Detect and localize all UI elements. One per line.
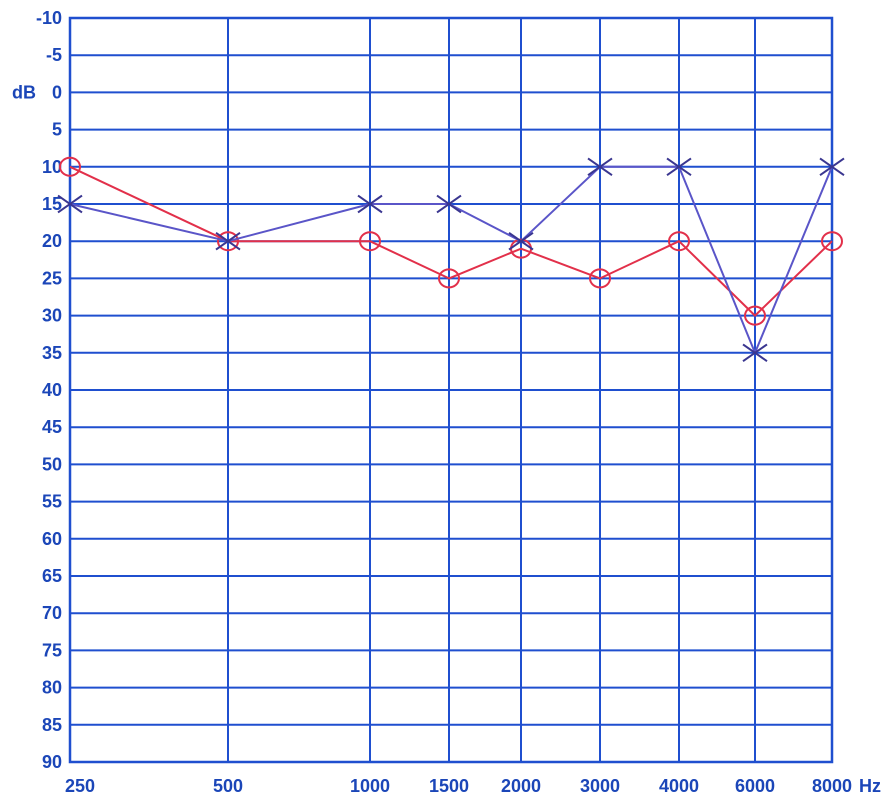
data-point-cross: [742, 343, 768, 363]
data-point-cross: [666, 157, 692, 177]
y-tick-label: 65: [42, 566, 62, 586]
plot-frame: [68, 16, 834, 764]
series-line: [69, 165, 833, 354]
y-tick-label: 0: [52, 82, 62, 102]
x-tick-label: 8000: [812, 776, 852, 796]
y-tick-label: 35: [42, 343, 62, 363]
y-tick-label: 60: [42, 529, 62, 549]
x-axis-labels: 250 500 1000 1500 2000 3000 4000 6000 8000 Hz: [65, 776, 881, 796]
data-point-circle: [821, 231, 843, 252]
y-tick-label: 90: [42, 752, 62, 772]
y-tick-label: 45: [42, 417, 62, 437]
x-tick-label: 2000: [501, 776, 541, 796]
y-unit-label: dB: [12, 82, 36, 102]
y-tick-label: 55: [42, 492, 62, 512]
x-unit-label: Hz: [859, 776, 881, 796]
data-point-cross: [215, 231, 241, 251]
data-point-circle: [438, 268, 460, 289]
data-point-cross: [357, 194, 383, 214]
y-tick-label: 5: [52, 120, 62, 140]
y-tick-label: 10: [42, 157, 62, 177]
y-tick-label: -10: [36, 8, 62, 28]
y-tick-label: 80: [42, 678, 62, 698]
data-point-circle: [744, 305, 766, 326]
data-point-cross: [587, 157, 613, 177]
y-tick-label: 70: [42, 603, 62, 623]
y-tick-label: 85: [42, 715, 62, 735]
data-point-cross: [819, 157, 845, 177]
data-point-cross: [436, 194, 462, 214]
data-point-circle: [217, 231, 239, 252]
x-tick-label: 3000: [580, 776, 620, 796]
y-tick-label: -5: [46, 45, 62, 65]
y-tick-label: 40: [42, 380, 62, 400]
data-point-circle: [668, 231, 690, 252]
x-tick-label: 1000: [350, 776, 390, 796]
y-tick-label: 20: [42, 231, 62, 251]
data-point-cross: [57, 194, 83, 214]
data-point-cross: [508, 231, 534, 251]
y-tick-label: 50: [42, 454, 62, 474]
y-tick-label: 25: [42, 268, 62, 288]
x-tick-label: 250: [65, 776, 95, 796]
y-axis-labels: -10 -5 0 5 10 15 20 25 30 35 40 45 50 55 60 65 70 75 80 85 9…: [12, 8, 62, 772]
data-point-circle: [59, 156, 81, 177]
y-tick-label: 15: [42, 194, 62, 214]
x-tick-label: 4000: [659, 776, 699, 796]
data-point-circle: [359, 231, 381, 252]
y-tick-label: 30: [42, 306, 62, 326]
y-tick-label: 75: [42, 640, 62, 660]
x-tick-label: 6000: [735, 776, 775, 796]
series-layer: [57, 156, 845, 363]
series-cross: [57, 157, 845, 363]
data-point-circle: [589, 268, 611, 289]
x-tick-label: 1500: [429, 776, 469, 796]
x-tick-label: 500: [213, 776, 243, 796]
horizontal-gridlines: [70, 17, 832, 763]
